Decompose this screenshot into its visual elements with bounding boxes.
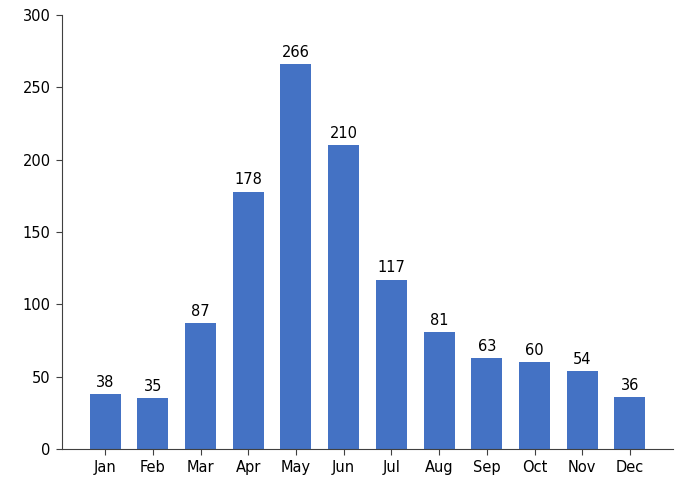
Bar	[89, 394, 121, 449]
Text: 210: 210	[330, 126, 358, 141]
Bar	[185, 323, 216, 449]
Text: 35: 35	[144, 379, 162, 394]
Text: 117: 117	[377, 260, 405, 275]
Text: 63: 63	[477, 339, 496, 354]
Text: 60: 60	[526, 343, 544, 358]
Bar	[567, 371, 598, 449]
Text: 178: 178	[234, 172, 262, 187]
Bar	[424, 332, 455, 449]
Text: 87: 87	[191, 304, 210, 319]
Bar	[233, 192, 264, 449]
Text: 54: 54	[573, 352, 592, 367]
Bar	[376, 280, 407, 449]
Bar	[519, 362, 550, 449]
Bar	[328, 145, 359, 449]
Text: 38: 38	[96, 375, 114, 390]
Bar	[137, 398, 168, 449]
Bar	[614, 397, 646, 449]
Bar	[280, 64, 311, 449]
Text: 81: 81	[430, 312, 449, 327]
Bar	[471, 358, 502, 449]
Text: 36: 36	[621, 378, 639, 393]
Text: 266: 266	[282, 45, 310, 60]
